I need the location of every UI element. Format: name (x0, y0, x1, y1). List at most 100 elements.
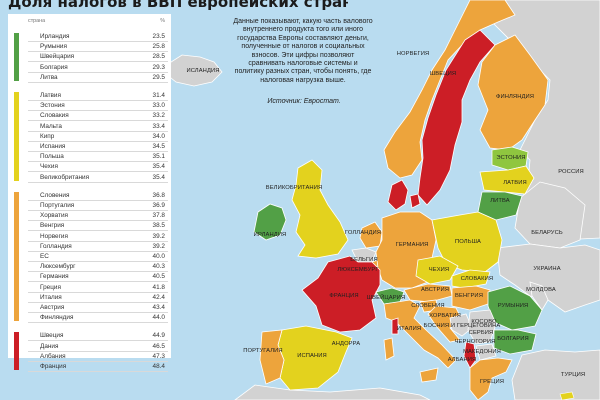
table-row: ЕС 40.0 (28, 252, 168, 262)
label-belarus: БЕЛАРУСЬ (531, 230, 563, 236)
row-country: Дания (40, 342, 59, 350)
label-italy: ИТАЛИЯ (396, 326, 422, 332)
row-country: Норвегия (40, 232, 68, 240)
france-shape (301, 255, 381, 333)
row-country: Словения (40, 191, 70, 199)
row-value: 39.2 (152, 242, 165, 250)
table-row: Мальта 33.4 (28, 122, 168, 132)
label-sweden: ШВЕЦИЯ (429, 71, 457, 77)
row-value: 23.5 (152, 33, 165, 40)
header-unit: % (160, 18, 165, 24)
row-value: 31.4 (152, 92, 165, 99)
label-kosovo: КОСОВО (471, 319, 497, 325)
label-bulgaria: БОЛГАРИЯ (497, 336, 529, 342)
row-value: 34.5 (152, 143, 165, 150)
label-serbia: СЕРБИЯ (468, 330, 494, 336)
table-row: Латвия 31.4 (28, 91, 168, 101)
row-value: 35.1 (152, 153, 165, 161)
row-value: 28.5 (152, 53, 165, 61)
table-row: Чехия 35.4 (28, 162, 168, 173)
row-country: Швейцария (40, 53, 75, 61)
row-value: 33.0 (152, 102, 165, 110)
land-belarus (514, 181, 586, 249)
table-row: Литва 29.5 (28, 73, 168, 83)
label-bosnia: БОСНИЯ И ГЕРЦЕГОВИНА (423, 323, 501, 329)
source-note: Источник: Евростат. (267, 98, 341, 105)
label-switzerland: ШВЕЙЦАРИЯ (366, 295, 406, 301)
bulgaria-shape (493, 329, 537, 355)
sardinia-shape (383, 337, 395, 361)
label-slovakia: СЛОВАКИЯ (460, 276, 494, 282)
table-row: Словакия 33.2 (28, 111, 168, 122)
table-row: Румыния 25.8 (28, 42, 168, 53)
label-albania: АЛБАНИЯ (447, 357, 477, 363)
table-row: Голландия 39.2 (28, 242, 168, 252)
table-row: Албания 47.3 (28, 352, 168, 362)
slovakia-shape (451, 269, 491, 289)
denmark-island (409, 193, 421, 209)
row-country: Франция (40, 363, 67, 370)
table-row: Ирландия 23.5 (28, 32, 168, 42)
label-russia: РОССИЯ (558, 169, 584, 175)
label-norway: НОРВЕГИЯ (396, 51, 430, 57)
row-country: ЕС (40, 253, 49, 260)
row-value: 40.0 (152, 253, 165, 260)
label-ireland: ИРЛАНДИЯ (253, 232, 287, 238)
row-country: Люксембург (40, 263, 76, 271)
row-country: Австрия (40, 304, 65, 311)
label-luxembourg: ЛЮКСЕМБУРГ (337, 267, 379, 273)
label-moldova: МОЛДОВА (526, 287, 556, 293)
label-portugal: ПОРТУГАЛИЯ (243, 348, 283, 354)
table-row: Греция 41.8 (28, 283, 168, 293)
row-country: Италия (40, 293, 62, 301)
label-spain: ИСПАНИЯ (297, 353, 327, 359)
label-france: ФРАНЦИЯ (329, 293, 359, 299)
uk-shape (291, 159, 349, 259)
bosnia-shape (449, 313, 473, 337)
row-value: 44.0 (152, 314, 165, 322)
label-greece: ГРЕЦИЯ (479, 379, 505, 385)
row-country: Великобритания (40, 173, 90, 181)
row-country: Албания (40, 352, 66, 360)
table-row: Швейцария 28.5 (28, 52, 168, 63)
group-color-bar (14, 33, 19, 81)
label-austria: АВСТРИЯ (421, 287, 449, 293)
table-row: Финляндия 44.0 (28, 313, 168, 324)
row-country: Финляндия (40, 314, 74, 322)
croatia-shape (427, 305, 463, 343)
table-row: Люксембург 40.3 (28, 262, 168, 273)
row-value: 46.5 (152, 342, 165, 350)
table-row: Франция 48.4 (28, 362, 168, 372)
serbia-shape (467, 309, 497, 345)
group-color-bar (14, 191, 19, 322)
macedonia-shape (475, 343, 497, 361)
label-netherlands: ГОЛЛАНДИЯ (344, 230, 382, 236)
row-value: 29.5 (152, 73, 165, 81)
row-value: 29.3 (152, 63, 165, 71)
table-row: Дания 46.5 (28, 342, 168, 352)
row-value: 42.4 (152, 293, 165, 301)
label-turkey: ТУРЦИЯ (560, 372, 586, 378)
table-row: Италия 42.4 (28, 293, 168, 303)
label-uk: ВЕЛИКОБРИТАНИЯ (265, 185, 323, 191)
table-header: страна % (28, 18, 168, 26)
row-country: Хорватия (40, 212, 68, 220)
table-row: Австрия 43.4 (28, 303, 168, 313)
row-value: 48.4 (152, 363, 165, 370)
row-value: 34.0 (152, 132, 165, 140)
belgium-shape (351, 247, 377, 263)
denmark-shape (387, 179, 409, 211)
norway-shape (383, 0, 516, 179)
table-row: Хорватия 37.8 (28, 211, 168, 222)
label-romania: РУМЫНИЯ (497, 303, 529, 309)
header-country: страна (28, 18, 46, 24)
greece-shape (469, 357, 513, 400)
row-country: Литва (40, 73, 58, 81)
iceland-shape (165, 54, 223, 87)
row-country: Мальта (40, 122, 62, 130)
ireland-shape (253, 203, 287, 241)
row-value: 36.8 (152, 191, 165, 199)
label-ukraine: УКРАИНА (533, 266, 561, 272)
sicily-shape (419, 367, 439, 383)
